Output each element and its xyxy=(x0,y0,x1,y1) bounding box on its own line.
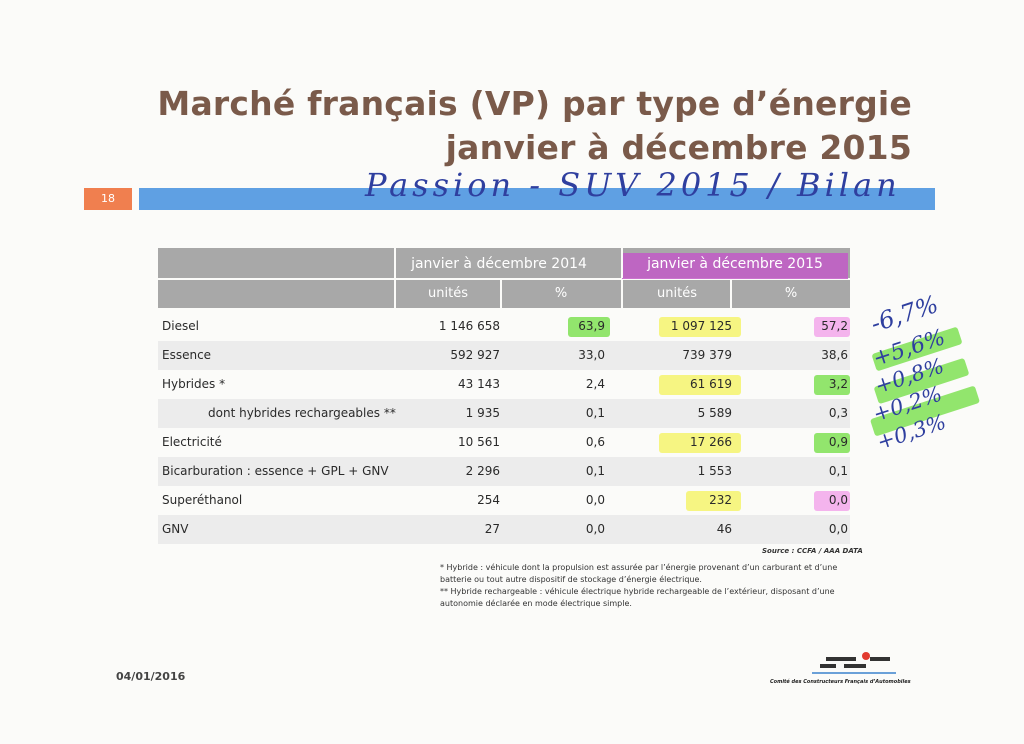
header-units-2014: unités xyxy=(428,286,468,301)
table-header-periods: janvier à décembre 2014 janvier à décemb… xyxy=(158,248,850,279)
slide-title-line1: Marché français (VP) par type d’énergie xyxy=(157,84,912,123)
pct-2015: 0,1 xyxy=(828,464,848,478)
source-note: Source : CCFA / AAA DATA xyxy=(762,547,863,555)
pct-2014: 0,1 xyxy=(585,464,605,478)
pct-2015: 0,0 xyxy=(828,522,848,536)
pct-2015: 0,0 xyxy=(828,493,848,507)
row-label: GNV xyxy=(162,522,189,536)
units-2014: 27 xyxy=(484,522,500,536)
row-label: Hybrides * xyxy=(162,377,226,391)
table-row-bicarburation: Bicarburation : essence + GPL + GNV 2 29… xyxy=(158,457,850,486)
table-row-electricite: Electricité 10 561 0,6 17 266 0,9 xyxy=(158,428,850,457)
table-row-rechargeables: dont hybrides rechargeables ** 1 935 0,1… xyxy=(158,399,850,428)
footnote-rechargeable: ** Hybride rechargeable : véhicule élect… xyxy=(440,587,835,608)
header-units-2015: unités xyxy=(657,286,697,301)
slide-title-line2: janvier à décembre 2015 xyxy=(445,128,912,167)
header-pct-2015: % xyxy=(784,286,798,301)
row-label: Bicarburation : essence + GPL + GNV xyxy=(162,464,389,478)
units-2015: 232 xyxy=(709,493,732,507)
pct-2014: 2,4 xyxy=(585,377,605,391)
table-row-hybrides: Hybrides * 43 143 2,4 61 619 3,2 xyxy=(158,370,850,399)
header-2015: janvier à décembre 2015 xyxy=(647,256,823,272)
pct-2014: 33,0 xyxy=(578,348,605,362)
handwritten-note: Passion - SUV 2015 / Bilan xyxy=(365,166,901,204)
units-2015: 46 xyxy=(716,522,732,536)
highlight-diesel-units-2015 xyxy=(659,317,741,337)
table-header-columns: unités % unités % xyxy=(158,280,850,308)
title-band xyxy=(139,188,935,210)
highlight-electricite-pct-2015 xyxy=(814,433,850,453)
header-2014: janvier à décembre 2014 xyxy=(411,256,587,272)
pct-2015: 38,6 xyxy=(821,348,848,362)
units-2014: 43 143 xyxy=(458,377,500,391)
table-row-gnv: GNV 27 0,0 46 0,0 xyxy=(158,515,850,544)
units-2014: 10 561 xyxy=(458,435,500,449)
units-2015: 61 619 xyxy=(690,377,732,391)
highlight-2015-header xyxy=(622,253,848,279)
pct-2015: 0,9 xyxy=(828,435,848,449)
highlight-electricite-units-2015 xyxy=(659,433,741,453)
pct-2015: 3,2 xyxy=(828,377,848,391)
table-row-superethanol: Superéthanol 254 0,0 232 0,0 xyxy=(158,486,850,515)
footnote-hybride: * Hybride : véhicule dont la propulsion … xyxy=(440,563,838,584)
highlight-hybrides-pct-2015 xyxy=(814,375,850,395)
document-date: 04/01/2016 xyxy=(116,670,186,683)
units-2015: 1 097 125 xyxy=(670,319,732,333)
units-2015: 739 379 xyxy=(682,348,732,362)
units-2014: 592 927 xyxy=(450,348,500,362)
highlight-diesel-2014 xyxy=(568,317,610,337)
units-2015: 17 266 xyxy=(690,435,732,449)
pct-2014: 0,0 xyxy=(585,493,605,507)
pct-2014: 63,9 xyxy=(578,319,605,333)
pct-2014: 0,6 xyxy=(585,435,605,449)
units-2014: 1 146 658 xyxy=(438,319,500,333)
row-label: Superéthanol xyxy=(162,493,243,507)
ccfa-logo-icon xyxy=(812,648,896,680)
units-2015: 1 553 xyxy=(697,464,732,478)
pct-2014: 0,1 xyxy=(585,406,605,420)
footnotes: * Hybride : véhicule dont la propulsion … xyxy=(440,562,866,610)
highlight-diesel-pct-2015 xyxy=(814,317,850,337)
row-label: Essence xyxy=(162,348,212,362)
table-row-essence: Essence 592 927 33,0 739 379 38,6 xyxy=(158,341,850,370)
organization-name: Comité des Constructeurs Français d’Auto… xyxy=(770,679,911,685)
pct-2015: 0,3 xyxy=(828,406,848,420)
table-row-diesel: Diesel 1 146 658 63,9 1 097 125 57,2 xyxy=(158,312,850,341)
header-pct-2014: % xyxy=(554,286,568,301)
units-2014: 254 xyxy=(477,493,500,507)
highlight-superethanol-units-2015 xyxy=(686,491,741,511)
units-2014: 2 296 xyxy=(465,464,500,478)
highlight-hybrides-units-2015 xyxy=(659,375,741,395)
page-number-badge: 18 xyxy=(84,188,132,210)
row-label: Diesel xyxy=(162,319,199,333)
highlight-superethanol-pct-2015 xyxy=(814,491,850,511)
pct-2014: 0,0 xyxy=(585,522,605,536)
pct-2015: 57,2 xyxy=(821,319,848,333)
units-2014: 1 935 xyxy=(465,406,500,420)
row-label: dont hybrides rechargeables ** xyxy=(208,406,396,420)
row-label: Electricité xyxy=(162,435,222,449)
units-2015: 5 589 xyxy=(697,406,732,420)
